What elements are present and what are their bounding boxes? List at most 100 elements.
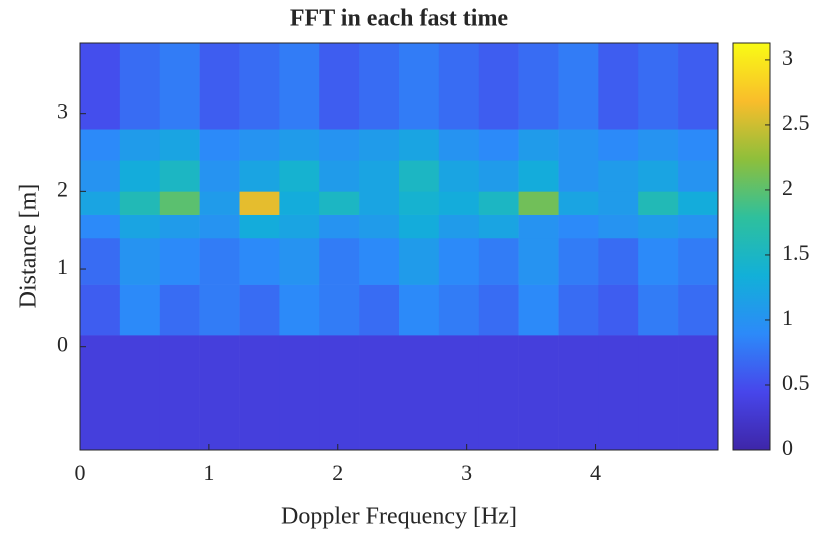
heatmap-cell (598, 160, 639, 192)
colorbar-tick-label: 0 (782, 435, 793, 460)
x-tick-label: 1 (203, 460, 214, 485)
heatmap-cell (438, 335, 480, 451)
heatmap-cell (80, 191, 121, 215)
heatmap-cell (159, 335, 200, 451)
x-tick-label: 3 (461, 460, 472, 485)
heatmap-cell (518, 284, 559, 336)
heatmap-cell (438, 237, 480, 285)
heatmap-cell (478, 191, 519, 215)
x-tick-label: 4 (590, 460, 601, 485)
heatmap-cell (678, 284, 719, 336)
heatmap-cell (239, 335, 280, 451)
heatmap-cell (678, 160, 719, 192)
heatmap-cell (638, 43, 679, 130)
heatmap-cell (159, 43, 200, 130)
heatmap-cell (359, 237, 400, 285)
heatmap-cell (80, 160, 121, 192)
heatmap-cell (478, 335, 519, 451)
heatmap-cell (80, 284, 121, 336)
heatmap-cell (199, 214, 240, 239)
heatmap-cell (438, 129, 480, 161)
x-tick-label: 2 (332, 460, 343, 485)
heatmap-cell (359, 214, 400, 239)
heatmap-cell (119, 214, 161, 239)
heatmap-cell (319, 284, 360, 336)
heatmap-cell (319, 237, 360, 285)
heatmap-cell (518, 214, 559, 239)
x-axis-label: Doppler Frequency [Hz] (281, 504, 517, 530)
heatmap-cell (239, 237, 280, 285)
heatmap-cell (359, 43, 400, 130)
heatmap-cell (478, 129, 519, 161)
heatmap-cell (279, 214, 320, 239)
heatmap-cell (399, 284, 440, 336)
heatmap-cell (239, 160, 280, 192)
heatmap-cell (478, 237, 519, 285)
heatmap-cell (359, 160, 400, 192)
heatmap-cell (119, 237, 161, 285)
heatmap-cell (638, 191, 679, 215)
y-axis-label: Distance [m] (16, 184, 42, 309)
heatmap-cell (199, 284, 240, 336)
heatmap-cell (80, 129, 121, 161)
heatmap-cell (518, 43, 559, 130)
heatmap-cell (80, 237, 121, 285)
colorbar-tick-label: 2 (782, 175, 793, 200)
heatmap-cell (159, 237, 200, 285)
heatmap-cell (159, 129, 200, 161)
heatmap-cell (119, 129, 161, 161)
heatmap-cell (159, 191, 200, 215)
heatmap (80, 43, 719, 451)
heatmap-cell (678, 129, 719, 161)
heatmap-cell (558, 237, 599, 285)
heatmap-cell (518, 335, 559, 451)
heatmap-cell (239, 129, 280, 161)
heatmap-cell (598, 237, 639, 285)
heatmap-cell (80, 335, 121, 451)
heatmap-cell (319, 43, 360, 130)
heatmap-cell (598, 43, 639, 130)
colorbar-tick-label: 1.5 (782, 240, 810, 265)
heatmap-cell (319, 335, 360, 451)
heatmap-cell (319, 160, 360, 192)
heatmap-cell (199, 335, 240, 451)
heatmap-cell (598, 191, 639, 215)
heatmap-cell (638, 214, 679, 239)
heatmap-cell (159, 214, 200, 239)
heatmap-cell (359, 335, 400, 451)
heatmap-cell (359, 191, 400, 215)
heatmap-cell (598, 214, 639, 239)
heatmap-cell (359, 284, 400, 336)
heatmap-cell (279, 191, 320, 215)
heatmap-cell (399, 160, 440, 192)
heatmap-cell (199, 160, 240, 192)
heatmap-cell (638, 160, 679, 192)
heatmap-cell (399, 191, 440, 215)
colorbar (732, 42, 771, 451)
heatmap-cell (399, 335, 440, 451)
x-tick-label: 0 (75, 460, 86, 485)
heatmap-cell (279, 237, 320, 285)
heatmap-cell (279, 335, 320, 451)
y-tick-label: 2 (57, 176, 68, 201)
heatmap-cell (199, 237, 240, 285)
heatmap-cell (438, 43, 480, 130)
y-tick-label: 0 (57, 332, 68, 357)
heatmap-cell (119, 160, 161, 192)
heatmap-cell (598, 335, 639, 451)
heatmap-cell (119, 43, 161, 130)
heatmap-cell (678, 335, 719, 451)
heatmap-cell (159, 284, 200, 336)
heatmap-cell (159, 160, 200, 192)
heatmap-cell (478, 214, 519, 239)
heatmap-cell (399, 43, 440, 130)
plot-frame (79, 42, 719, 451)
heatmap-cell (478, 284, 519, 336)
heatmap-cell (399, 129, 440, 161)
heatmap-cell (678, 237, 719, 285)
heatmap-cell (518, 237, 559, 285)
chart-title: FFT in each fast time (290, 6, 509, 32)
heatmap-cell (678, 214, 719, 239)
heatmap-cell (239, 284, 280, 336)
heatmap-cell (678, 191, 719, 215)
